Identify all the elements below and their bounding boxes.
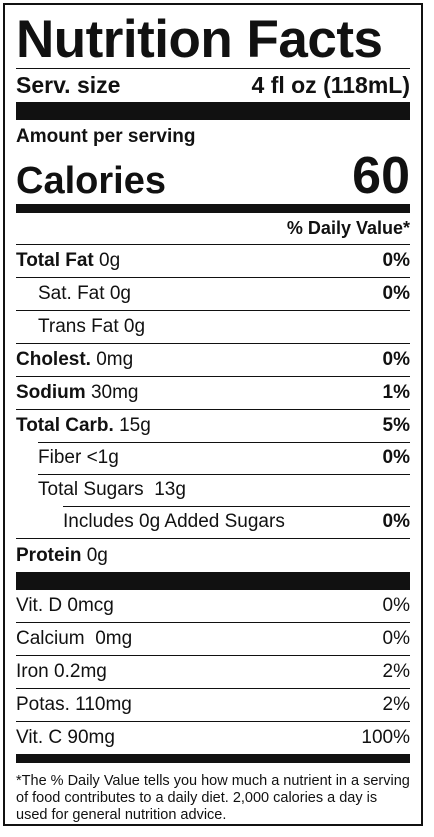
nutrient-row-total-carb: Total Carb. 15g 5% <box>16 409 410 442</box>
vitamin-row-potassium: Potas. 110mg 2% <box>16 688 410 721</box>
daily-value-footnote: *The % Daily Value tells you how much a … <box>16 773 410 823</box>
vitamin-dv: 2% <box>382 661 410 682</box>
nutrient-row-added-sugars: Includes 0g Added Sugars 0% <box>16 506 410 538</box>
medium-divider <box>16 754 410 763</box>
nutrient-label: Includes 0g Added Sugars <box>63 511 285 532</box>
daily-value-header: % Daily Value* <box>286 218 410 238</box>
vitamin-row-iron: Iron 0.2mg 2% <box>16 655 410 688</box>
calories-row: Calories 60 <box>16 148 410 204</box>
nutrient-row-sodium: Sodium 30mg 1% <box>16 376 410 409</box>
serving-size-value: 4 fl oz (118mL) <box>251 72 410 98</box>
thick-divider <box>16 102 410 120</box>
nutrition-facts-panel: Nutrition Facts Serv. size 4 fl oz (118m… <box>3 3 423 826</box>
nutrient-label: Fiber <1g <box>38 447 119 468</box>
nutrient-row-trans-fat: Trans Fat 0g <box>16 310 410 343</box>
vitamin-label: Vit. D 0mcg <box>16 595 114 616</box>
nutrient-label: Sodium 30mg <box>16 382 139 403</box>
medium-divider <box>16 204 410 213</box>
serving-size-row: Serv. size 4 fl oz (118mL) <box>16 69 410 102</box>
vitamin-dv: 2% <box>382 694 410 715</box>
vitamin-dv: 100% <box>361 727 410 748</box>
nutrient-dv: 0% <box>382 447 410 468</box>
amount-per-serving: Amount per serving <box>16 126 196 147</box>
vitamin-row-vit-c: Vit. C 90mg 100% <box>16 721 410 754</box>
nutrient-label: Protein 0g <box>16 544 108 566</box>
calories-value: 60 <box>352 147 410 205</box>
nutrient-dv: 0% <box>382 349 410 370</box>
nutrient-row-cholesterol: Cholest. 0mg 0% <box>16 343 410 376</box>
nutrient-row-fiber: Fiber <1g 0% <box>16 442 410 474</box>
nutrient-row-total-fat: Total Fat 0g 0% <box>16 244 410 277</box>
nutrient-row-total-sugars: Total Sugars 13g <box>16 474 410 506</box>
vitamin-label: Vit. C 90mg <box>16 727 115 748</box>
nutrient-label: Cholest. 0mg <box>16 349 134 370</box>
nutrient-dv: 0% <box>382 283 410 304</box>
vitamin-row-calcium: Calcium 0mg 0% <box>16 622 410 655</box>
calories-label: Calories <box>16 160 166 202</box>
vitamin-label: Potas. 110mg <box>16 694 132 715</box>
nutrient-dv: 1% <box>382 382 410 403</box>
thick-divider <box>16 572 410 590</box>
nutrient-label: Total Sugars 13g <box>38 479 186 500</box>
nutrient-dv: 0% <box>382 250 410 271</box>
nutrient-label: Sat. Fat 0g <box>38 283 131 304</box>
divider <box>16 68 410 69</box>
panel-content: Nutrition Facts Serv. size 4 fl oz (118m… <box>16 5 410 824</box>
nutrient-label: Total Fat 0g <box>16 250 121 271</box>
nutrient-row-protein: Protein 0g <box>16 538 410 572</box>
vitamin-row-vit-d: Vit. D 0mcg 0% <box>16 590 410 622</box>
vitamin-dv: 0% <box>382 628 410 649</box>
panel-title: Nutrition Facts <box>16 10 383 69</box>
nutrient-label: Total Carb. 15g <box>16 415 151 436</box>
nutrient-label: Trans Fat 0g <box>38 316 146 337</box>
vitamin-label: Iron 0.2mg <box>16 661 107 682</box>
nutrient-row-sat-fat: Sat. Fat 0g 0% <box>16 277 410 310</box>
vitamin-label: Calcium 0mg <box>16 628 133 649</box>
nutrient-dv: 5% <box>382 415 410 436</box>
vitamin-dv: 0% <box>382 595 410 616</box>
nutrient-dv: 0% <box>382 511 410 532</box>
serving-size-label: Serv. size <box>16 72 121 98</box>
